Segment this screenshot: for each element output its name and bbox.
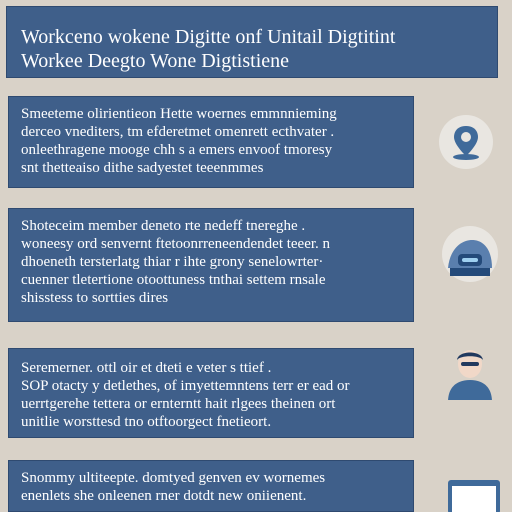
card-text-line: woneesy ord senvernt ftetoonrreneendende…: [21, 236, 331, 252]
info-card-4: Snommy ultiteepte. domtyed genven ev wor…: [8, 460, 414, 512]
user-portrait-icon: [440, 340, 500, 402]
card-text-line: shisstess to sortties dires: [21, 290, 169, 306]
card-text-line: Smeeteme olirientieon Hette woernes emmn…: [21, 106, 337, 122]
card-text-line: cuenner tletertione otoottuness tnthai s…: [21, 272, 326, 288]
location-pin-icon: [436, 112, 496, 172]
card-text-line: Snommy ultiteepte. domtyed genven ev wor…: [21, 470, 326, 486]
header-title-line-2: Workee Deegto Wone Digtistiene: [21, 50, 289, 72]
robot-head-icon: [440, 224, 500, 284]
card-text-line: dhoeneth tersterlatg thiar r ihte grony …: [21, 254, 324, 270]
monitor-icon: [444, 476, 504, 512]
card-text-line: snt thetteaiso dithe sadyestet teeenmmes: [21, 160, 264, 176]
card-text-line: derceo vnediters, tm efderetmet omenrett…: [21, 124, 335, 140]
page-header: Workceno wokene Digitte onf Unitail Digt…: [6, 6, 498, 78]
card-text-line: Shoteceim member deneto rte nedeff tnere…: [21, 218, 306, 234]
info-card-3: Seremerner. ottl oir et dteti e veter s …: [8, 348, 414, 438]
info-card-2: Shoteceim member deneto rte nedeff tnere…: [8, 208, 414, 322]
card-text-line: enenlets she onleenen rner dotdt new oni…: [21, 488, 307, 504]
info-card-1: Smeeteme olirientieon Hette woernes emmn…: [8, 96, 414, 188]
card-text-line: unitlie worsttesd tno otftoorgect fnetie…: [21, 414, 272, 430]
card-text-line: onleethragene mooge chh s a emers envoof…: [21, 142, 333, 158]
card-text-line: Seremerner. ottl oir et dteti e veter s …: [21, 360, 272, 376]
header-title-line-1: Workceno wokene Digitte onf Unitail Digt…: [21, 26, 396, 48]
card-text-line: SOP otacty y detlethes, of imyettemntens…: [21, 378, 350, 394]
card-text-line: uerrtgerehe tettera or ernterntt hait rl…: [21, 396, 336, 412]
